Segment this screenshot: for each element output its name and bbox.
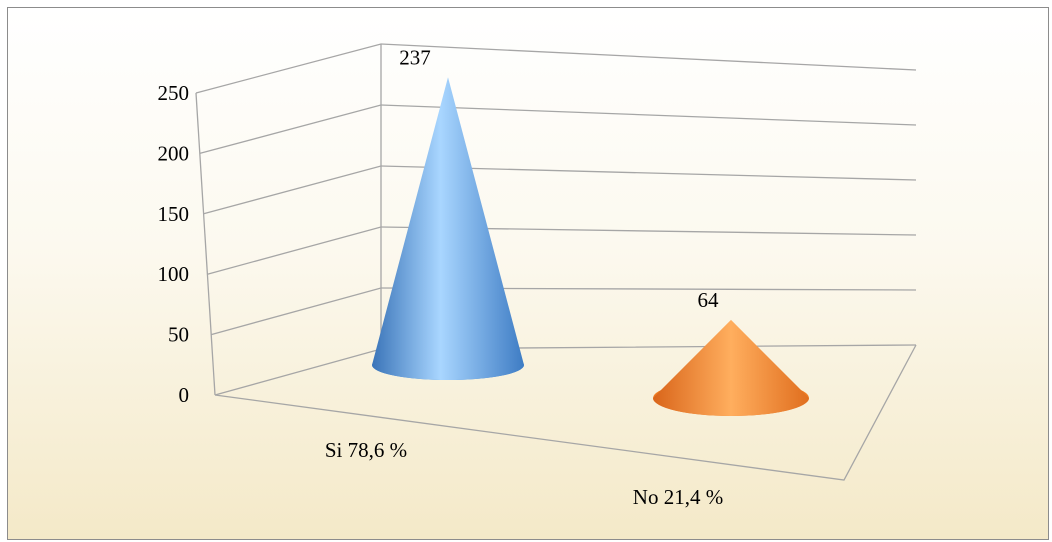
data-label-1: 64 xyxy=(698,288,720,312)
data-label-0: 237 xyxy=(399,45,431,69)
x-category-label-1: No 21,4 % xyxy=(633,485,723,509)
gridline-3 xyxy=(203,165,917,215)
cone-chart: 0 50 100 150 200 250 237 64 Si 78,6 % No 21,4 % xyxy=(158,43,917,509)
chart-area: 0 50 100 150 200 250 237 64 Si 78,6 % No 21,4 % xyxy=(7,7,1049,540)
gridline-2 xyxy=(207,226,917,275)
grid-lines xyxy=(195,43,917,396)
gridline-0 xyxy=(214,344,917,396)
gridline-4 xyxy=(199,104,917,155)
y-tick-label-4: 200 xyxy=(158,141,190,165)
labels: 0 50 100 150 200 250 237 64 Si 78,6 % No 21,4 % xyxy=(158,45,724,509)
gridline-1 xyxy=(211,287,917,336)
y-tick-label-1: 50 xyxy=(168,323,189,347)
cone-1 xyxy=(653,319,809,416)
axes xyxy=(195,44,917,481)
y-tick-label-3: 150 xyxy=(158,202,190,226)
y-tick-label-5: 250 xyxy=(158,81,190,105)
floor-edges xyxy=(214,344,917,481)
gridline-5 xyxy=(195,43,917,94)
cone-0 xyxy=(372,77,524,381)
y-tick-label-2: 100 xyxy=(158,262,190,286)
data-marks xyxy=(372,77,809,416)
x-category-label-0: Si 78,6 % xyxy=(325,438,407,462)
y-axis-line xyxy=(195,92,216,396)
y-tick-label-0: 0 xyxy=(179,383,190,407)
